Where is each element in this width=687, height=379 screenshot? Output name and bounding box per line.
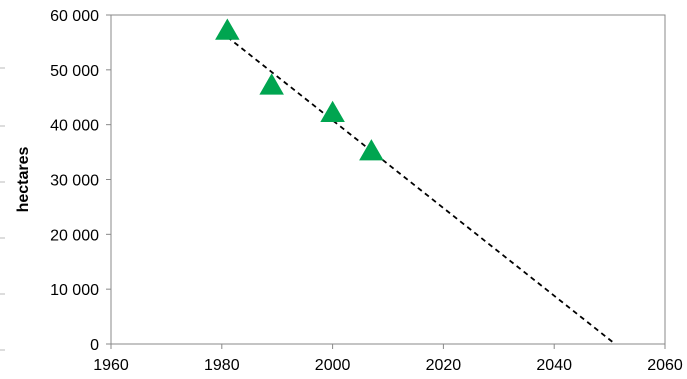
data-point-triangle — [320, 100, 345, 122]
data-points — [215, 18, 384, 161]
y-tick-label: 10 000 — [50, 282, 99, 299]
y-tick-label: 40 000 — [50, 118, 99, 135]
x-tick-label: 1980 — [204, 357, 240, 374]
x-tick-labels: 1960 1980 2000 2020 2040 2060 — [93, 357, 683, 374]
x-tick-label: 1960 — [93, 357, 129, 374]
x-tick-label: 2000 — [315, 357, 351, 374]
trendline — [226, 36, 616, 345]
y-tick-label: 0 — [90, 337, 99, 354]
data-point-triangle — [359, 139, 384, 161]
data-point-triangle — [259, 73, 284, 95]
data-point-triangle — [215, 18, 240, 40]
y-tick-label: 30 000 — [50, 173, 99, 190]
y-axis-title: hectares — [15, 146, 32, 212]
x-tick-label: 2040 — [536, 357, 572, 374]
x-tick-label: 2020 — [426, 357, 462, 374]
y-tick-label: 60 000 — [50, 8, 99, 25]
plot-area-frame — [110, 14, 666, 345]
x-axis-ticks — [110, 344, 666, 349]
y-tick-label: 50 000 — [50, 63, 99, 80]
y-tick-label: 20 000 — [50, 227, 99, 244]
x-tick-label: 2060 — [647, 357, 683, 374]
y-tick-labels: 0 10 000 20 000 30 000 40 000 50 000 60 000 — [50, 8, 99, 354]
y-axis-ticks — [0, 14, 111, 351]
